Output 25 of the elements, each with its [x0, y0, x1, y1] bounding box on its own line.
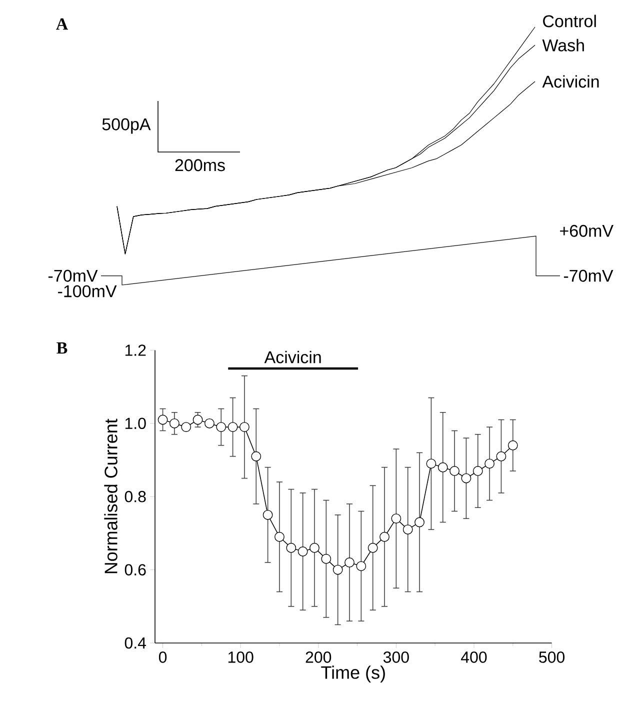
- y-tick-label: 0.8: [124, 490, 146, 502]
- y-axis-title: Normalised Current: [104, 418, 118, 574]
- chart-title: B: [56, 342, 68, 354]
- text: +60mV: [560, 224, 614, 237]
- text: -70mV: [48, 270, 98, 282]
- annotation: 200ms: [175, 159, 225, 172]
- series-label: Acivicin: [542, 75, 599, 88]
- x-tick-label: 500: [539, 652, 565, 663]
- text: -100mV: [58, 285, 117, 298]
- text: -70mV: [564, 270, 614, 282]
- x-tick-label: 300: [383, 652, 409, 663]
- series-label: Acivicin: [264, 350, 321, 364]
- annotation: 500pA: [102, 118, 151, 134]
- series-label: Control: [543, 14, 596, 28]
- x-tick-label: 0: [158, 652, 167, 663]
- x-tick-label: 100: [228, 652, 254, 663]
- x-axis-title: Time (s): [321, 666, 385, 682]
- y-tick-label: 0.4: [124, 637, 146, 649]
- series-label: Wash: [542, 38, 584, 52]
- y-tick-label: 0.6: [124, 564, 146, 576]
- y-tick-label: 1.0: [125, 418, 146, 430]
- x-tick-label: 400: [461, 652, 487, 663]
- chart-title: A: [56, 18, 68, 30]
- x-tick-label: 200: [306, 652, 332, 663]
- y-tick-label: 1.2: [125, 344, 146, 356]
